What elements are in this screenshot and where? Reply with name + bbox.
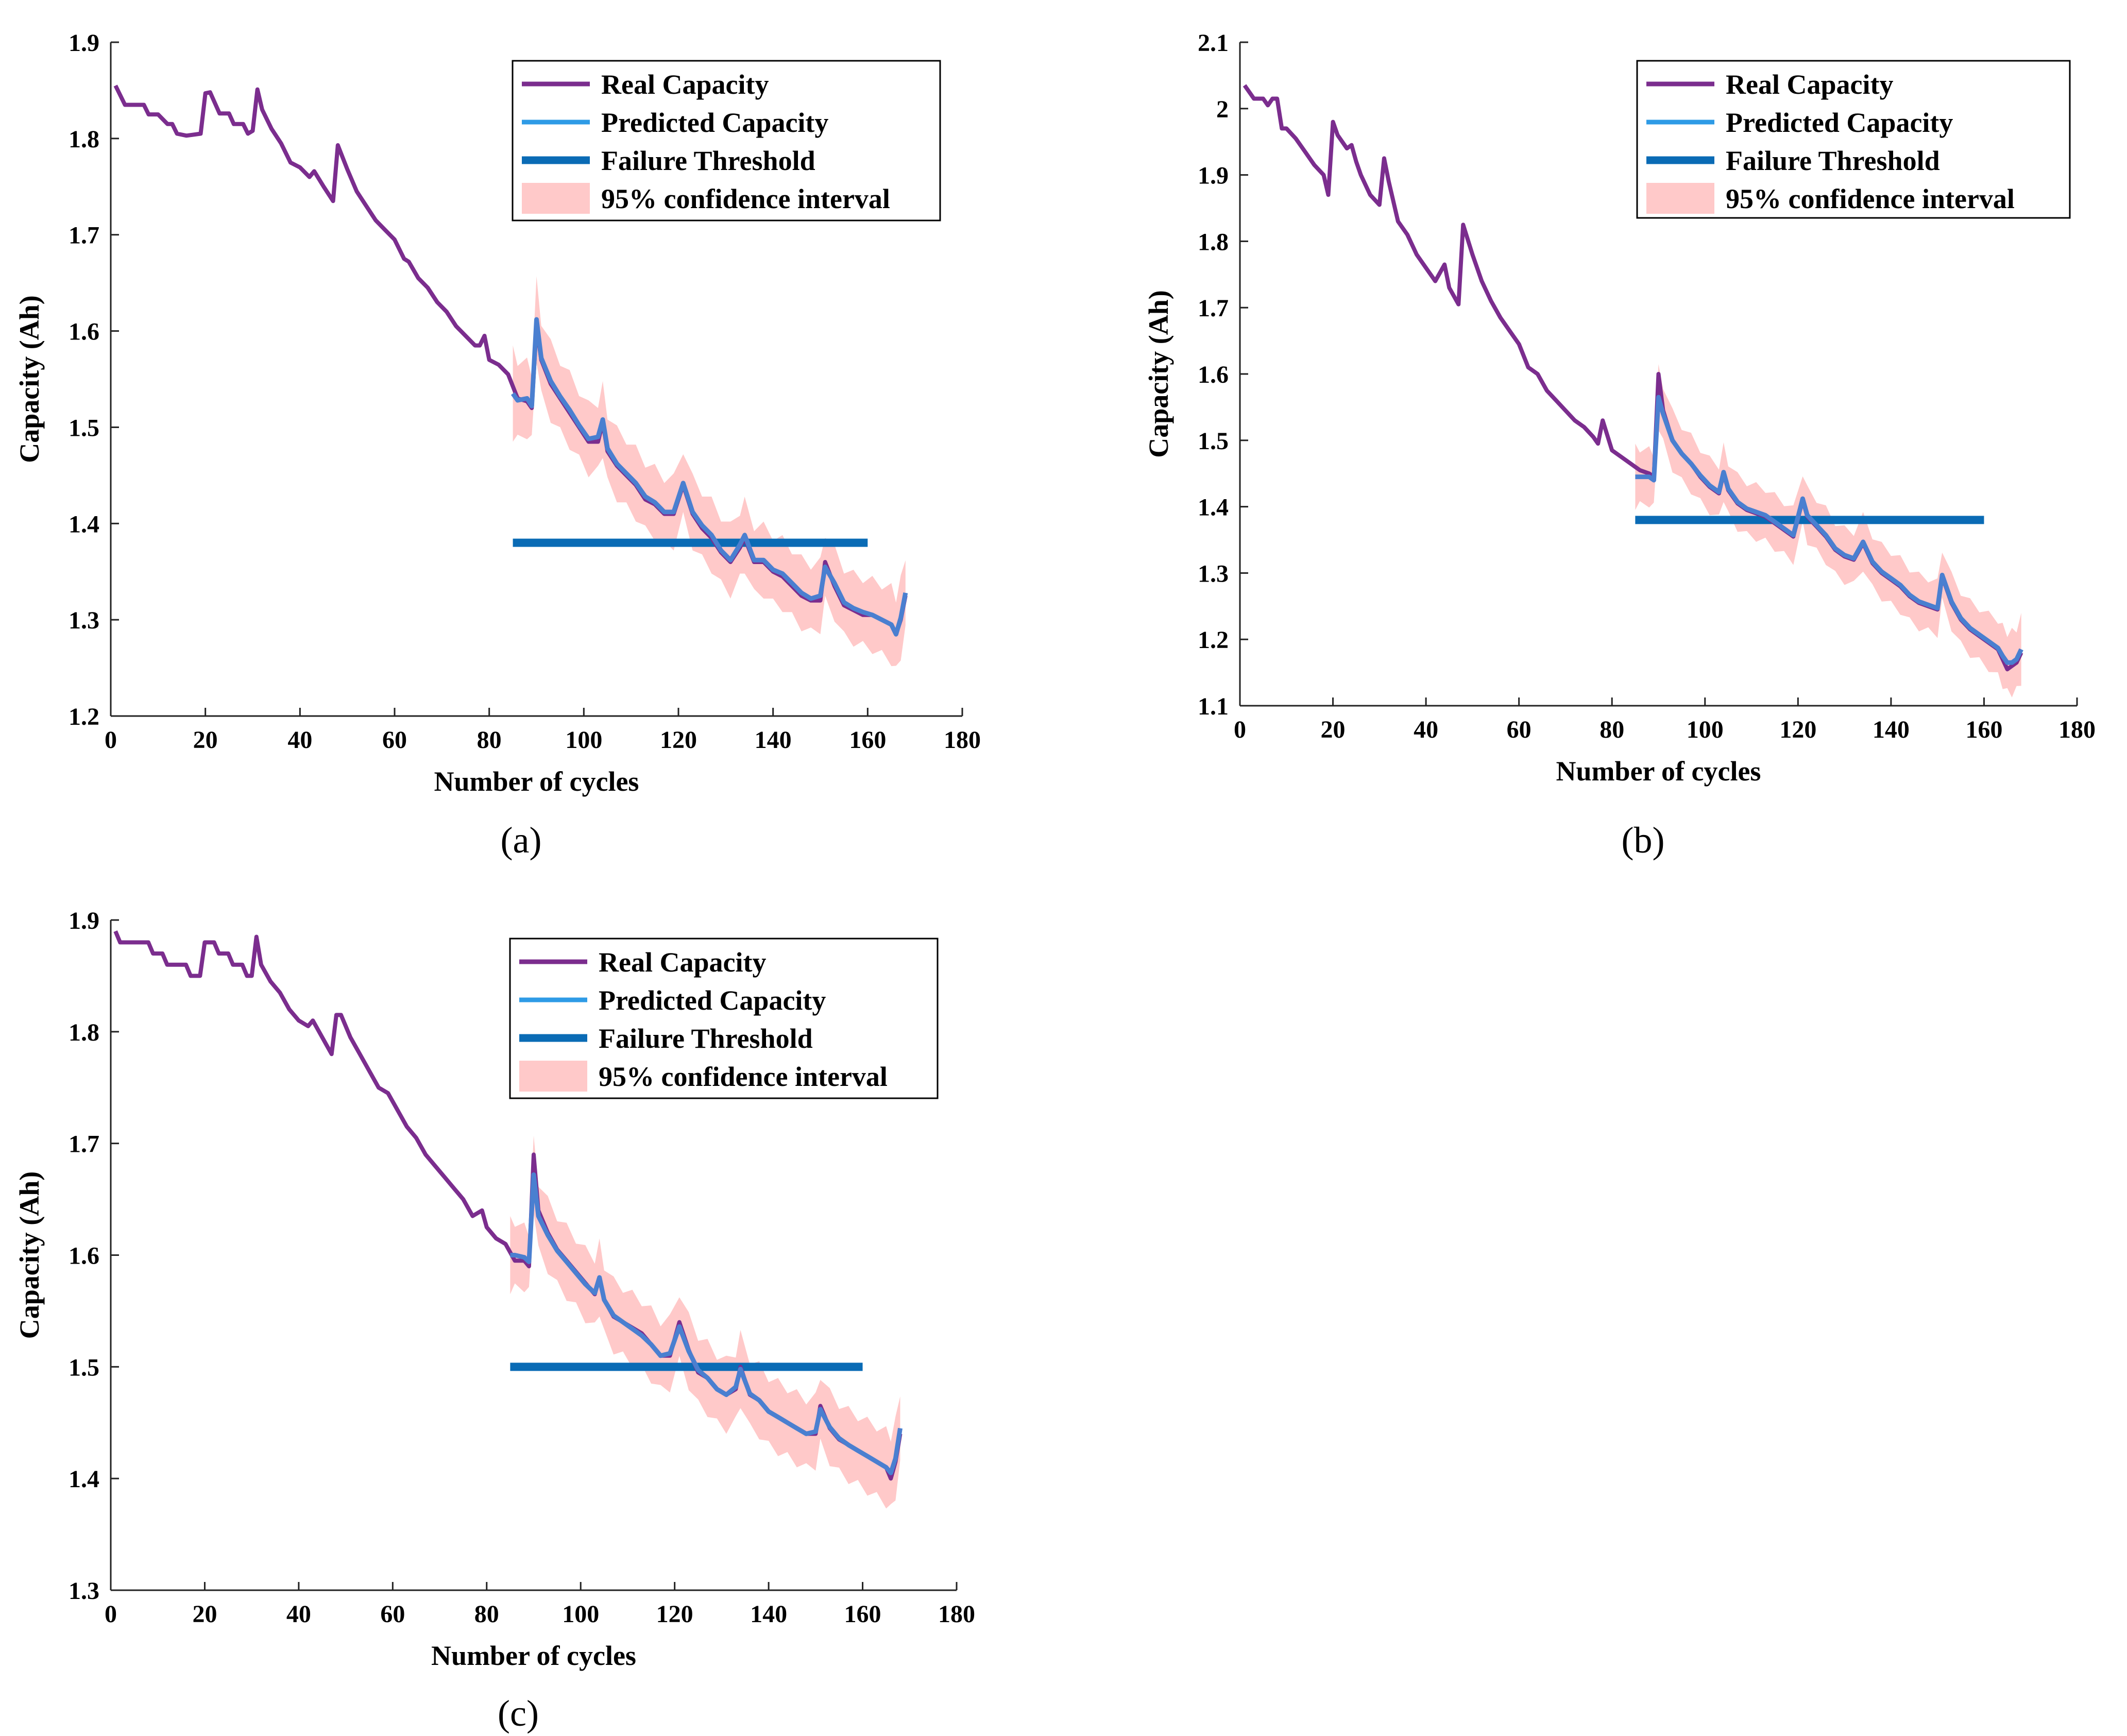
panel-label: (b) [1622, 820, 1665, 861]
y-tick-label: 1.4 [69, 510, 99, 538]
legend-swatch-ci [519, 1061, 587, 1092]
y-tick-label: 1.9 [69, 907, 99, 934]
y-axis-label: Capacity (Ah) [1143, 290, 1174, 457]
x-tick-label: 40 [286, 1601, 311, 1628]
x-tick-label: 80 [1599, 716, 1624, 743]
x-tick-label: 120 [660, 726, 697, 754]
y-tick-label: 1.2 [69, 703, 99, 730]
y-tick-label: 1.3 [69, 607, 99, 634]
legend-label: 95% confidence interval [599, 1061, 888, 1092]
x-tick-label: 100 [565, 726, 602, 754]
x-tick-label: 60 [382, 726, 407, 754]
legend-label: Failure Threshold [1726, 145, 1940, 176]
legend-label: Real Capacity [601, 69, 769, 100]
y-tick-label: 1.7 [1198, 295, 1229, 322]
x-axis-label: Number of cycles [431, 1640, 636, 1671]
y-tick-label: 1.2 [1198, 626, 1229, 654]
y-tick-label: 1.8 [69, 1019, 99, 1046]
x-tick-label: 140 [755, 726, 792, 754]
legend: Real Capacity Predicted Capacity Failure T… [1636, 60, 2071, 219]
x-axis-label: Number of cycles [1556, 756, 1761, 787]
x-tick-label: 60 [1507, 716, 1532, 743]
x-tick-label: 160 [1965, 716, 2002, 743]
x-tick-label: 60 [380, 1601, 405, 1628]
y-tick-label: 1.6 [69, 1243, 99, 1270]
y-tick-label: 1.6 [1198, 361, 1229, 388]
y-tick-label: 1.9 [69, 29, 99, 57]
x-tick-label: 160 [844, 1601, 881, 1628]
y-tick-label: 1.5 [1198, 428, 1229, 455]
chart-panel-c: 0 20 40 60 80 100 120 140 160 180 1.3 1.4 1.5 1.6 1.7 1… [14, 907, 975, 1734]
chart-panel-b: 0 20 40 60 80 100 120 140 160 180 1.1 1.2 1.3 1.4 1.5 1… [1143, 29, 2096, 861]
predicted-capacity-line [511, 317, 908, 637]
y-tick-label: 1.6 [69, 318, 99, 346]
y-tick-label: 1.8 [1198, 228, 1229, 256]
ci-band [1635, 364, 2021, 697]
predicted-capacity-line [1635, 395, 2023, 665]
x-tick-label: 40 [287, 726, 312, 754]
y-tick-label: 1.4 [1198, 494, 1229, 521]
y-tick-label: 1.3 [1198, 560, 1229, 587]
x-tick-label: 180 [938, 1601, 975, 1628]
legend-label: Predicted Capacity [1726, 107, 1953, 138]
y-axis-label: Capacity (Ah) [14, 295, 45, 463]
panel-label: (c) [498, 1693, 539, 1734]
x-tick-label: 0 [105, 726, 117, 754]
legend-label: Real Capacity [1726, 69, 1893, 100]
y-tick-label: 1.5 [69, 414, 99, 441]
legend-label: Failure Threshold [601, 145, 815, 176]
legend: Real Capacity Predicted Capacity Failure T… [512, 60, 941, 222]
x-tick-label: 0 [105, 1601, 117, 1628]
x-tick-label: 20 [193, 726, 218, 754]
y-tick-label: 1.3 [69, 1577, 99, 1605]
y-tick-label: 1.9 [1198, 162, 1229, 190]
x-tick-label: 20 [1321, 716, 1346, 743]
y-tick-label: 1.5 [69, 1354, 99, 1381]
y-tick-label: 2 [1216, 96, 1229, 123]
legend-label: 95% confidence interval [1726, 183, 2015, 214]
predicted-capacity-line [510, 1172, 903, 1475]
x-tick-label: 20 [192, 1601, 217, 1628]
legend-label: Predicted Capacity [599, 985, 826, 1016]
y-axis-label: Capacity (Ah) [14, 1171, 45, 1339]
panel-label: (a) [501, 820, 542, 861]
ci-band [513, 276, 906, 667]
legend: Real Capacity Predicted Capacity Failure T… [509, 938, 939, 1099]
legend-swatch-ci [1646, 183, 1714, 214]
x-tick-label: 180 [2058, 716, 2096, 743]
x-tick-label: 80 [474, 1601, 499, 1628]
x-axis-label: Number of cycles [434, 766, 639, 797]
x-tick-label: 160 [849, 726, 886, 754]
y-tick-label: 2.1 [1198, 29, 1229, 57]
x-tick-label: 180 [944, 726, 981, 754]
x-tick-label: 0 [1234, 716, 1246, 743]
y-tick-label: 1.4 [69, 1466, 99, 1493]
x-tick-label: 120 [656, 1601, 693, 1628]
ci-band [510, 1135, 900, 1509]
x-tick-label: 80 [477, 726, 502, 754]
x-tick-label: 100 [562, 1601, 599, 1628]
y-tick-label: 1.7 [69, 1131, 99, 1158]
y-tick-label: 1.8 [69, 126, 99, 153]
x-tick-label: 140 [1873, 716, 1910, 743]
x-tick-label: 40 [1414, 716, 1438, 743]
legend-label: 95% confidence interval [601, 183, 890, 214]
x-tick-label: 120 [1779, 716, 1816, 743]
legend-label: Predicted Capacity [601, 107, 828, 138]
x-tick-label: 100 [1687, 716, 1724, 743]
legend-label: Real Capacity [599, 947, 766, 978]
legend-label: Failure Threshold [599, 1023, 813, 1054]
y-tick-label: 1.1 [1198, 693, 1229, 720]
y-tick-label: 1.7 [69, 222, 99, 249]
x-tick-label: 140 [750, 1601, 787, 1628]
legend-swatch-ci [522, 183, 590, 214]
chart-panel-a: 0 20 40 60 80 100 120 140 160 180 1.2 1.3 1.4 1.5 1.6 1… [14, 29, 981, 861]
